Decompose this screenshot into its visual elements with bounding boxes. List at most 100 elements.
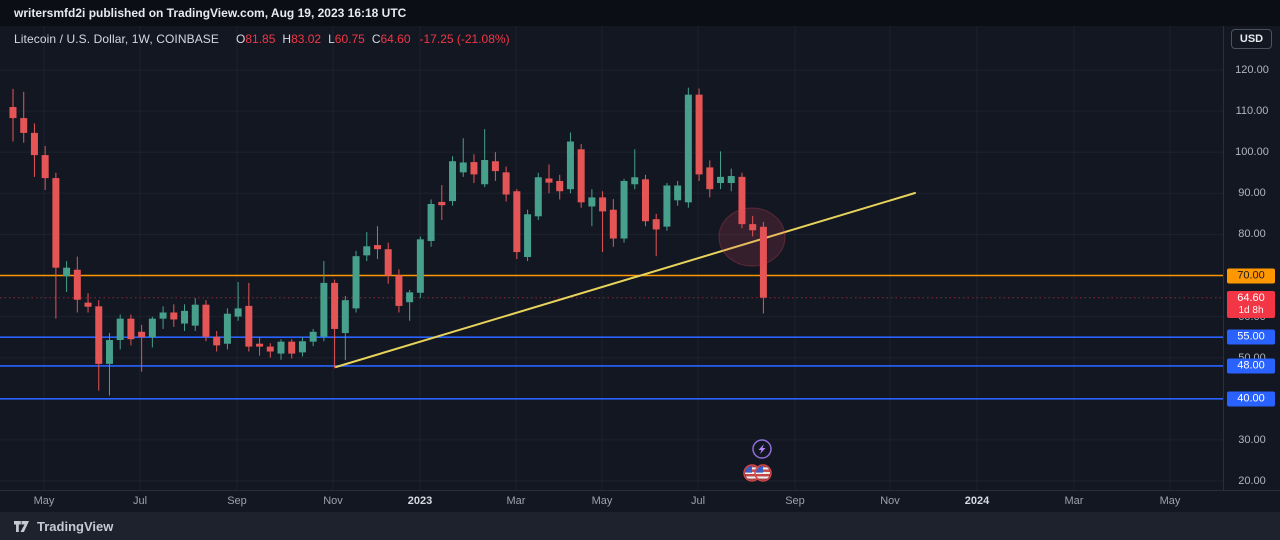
candle-body — [706, 167, 714, 190]
candle-body — [30, 132, 38, 156]
candle-body — [116, 318, 124, 341]
time-axis-label: May — [1159, 495, 1181, 507]
time-axis[interactable]: May Jul Sep Nov 2023 Mar May Jul Sep Nov 2024 Mar Ma… — [0, 490, 1280, 512]
candle-body — [363, 246, 371, 256]
candle-body — [599, 197, 607, 212]
candle-body — [449, 161, 457, 202]
ohlc-label: O — [236, 32, 246, 46]
brand-label: TradingView — [37, 518, 114, 534]
price-axis-label: 80.00 — [1238, 228, 1266, 241]
candle-body — [95, 306, 103, 364]
time-axis-label: 2023 — [407, 495, 433, 507]
candle-body — [481, 160, 489, 185]
candle-body — [427, 203, 435, 241]
price-level-label: 40.00 — [1227, 391, 1275, 407]
candle-body — [566, 141, 574, 190]
candle-body — [73, 269, 81, 300]
tradingview-logo-icon[interactable] — [12, 519, 31, 534]
candle-body — [438, 201, 446, 206]
breakdown-highlight-circle[interactable] — [718, 207, 786, 267]
price-axis[interactable]: 120.00110.00100.0090.0080.0060.0050.0030… — [1223, 26, 1280, 490]
last-price-label: 64.60 1d 8h — [1227, 290, 1275, 318]
price-axis-label: 90.00 — [1238, 187, 1266, 200]
candle-body — [674, 185, 682, 201]
candle-body — [213, 336, 221, 346]
candle-body — [577, 149, 585, 203]
candle-body — [373, 245, 381, 250]
candle-body — [470, 162, 478, 175]
candle-body — [717, 176, 725, 184]
candle-body — [223, 313, 231, 344]
candle-body — [52, 178, 60, 268]
time-axis-label: Nov — [880, 495, 900, 507]
price-level-label: 70.00 — [1227, 268, 1275, 283]
candle-body — [749, 224, 757, 231]
ohlc-label: C — [371, 32, 381, 46]
candle-body — [63, 267, 71, 277]
candle-body — [331, 282, 339, 329]
candle-body — [524, 214, 532, 258]
candle-body — [245, 305, 253, 347]
candle-body — [84, 302, 92, 307]
price-axis-label: 120.00 — [1235, 64, 1269, 76]
candle-body — [556, 180, 564, 192]
candle-body — [759, 226, 767, 298]
candle-body — [620, 180, 628, 239]
symbol-title: Litecoin / U.S. Dollar, 1W, COINBASE — [14, 32, 220, 46]
candle-body — [727, 176, 735, 184]
change-value: -17.25 (-21.08%) — [419, 32, 510, 46]
ohlc-value: 83.02 — [291, 32, 322, 46]
ohlc-label: L — [328, 32, 335, 46]
candle-body — [181, 310, 189, 324]
candle-body — [384, 249, 392, 276]
candle-body — [105, 340, 113, 364]
candle-body — [320, 282, 328, 337]
candle-body — [138, 331, 146, 338]
candle-body — [513, 191, 521, 253]
price-axis-label: 30.00 — [1238, 433, 1266, 446]
price-chart-pane[interactable] — [0, 26, 1223, 490]
time-axis-label: May — [33, 495, 55, 507]
footer-bar: TradingView — [0, 512, 1280, 540]
candle-body — [738, 176, 746, 225]
candle-body — [588, 197, 596, 207]
candle-body — [309, 331, 317, 342]
candle-body — [352, 256, 360, 309]
time-axis-label: Mar — [506, 495, 526, 507]
candle-body — [502, 172, 510, 195]
us-flag-event-icon[interactable] — [743, 464, 761, 482]
candle-body — [20, 118, 28, 133]
candle-body — [416, 239, 424, 293]
candle-body — [202, 304, 210, 337]
publish-attribution: writersmfd2i published on TradingView.co… — [0, 0, 1280, 26]
candle-body — [159, 312, 167, 319]
ohlc-values: O81.85 H83.02 L60.75 C64.60 — [229, 32, 411, 46]
time-axis-label: Sep — [227, 495, 247, 507]
candle-body — [191, 304, 199, 326]
ohlc-label: H — [282, 32, 292, 46]
price-level-label: 55.00 — [1227, 329, 1275, 345]
candle-body — [277, 341, 285, 354]
us-flag-event-icon[interactable] — [754, 464, 772, 482]
candle-body — [641, 179, 649, 222]
candle-body — [652, 219, 660, 230]
candle-body — [631, 177, 639, 185]
ohlc-value: 81.85 — [245, 32, 276, 46]
candle-body — [170, 312, 178, 320]
time-axis-label: Mar — [1064, 495, 1084, 507]
candle-body — [288, 341, 296, 354]
currency-toggle-button[interactable]: USD — [1231, 29, 1272, 49]
candle-body — [459, 162, 467, 173]
candle-body — [9, 106, 17, 119]
symbol-legend[interactable]: Litecoin / U.S. Dollar, 1W, COINBASE O81.… — [14, 32, 510, 46]
candle-body — [234, 308, 242, 317]
candle-body — [684, 94, 692, 203]
chart-region: Litecoin / U.S. Dollar, 1W, COINBASE O81.… — [0, 26, 1280, 512]
economic-event-lightning-icon[interactable] — [752, 439, 772, 459]
ohlc-value: 60.75 — [334, 32, 365, 46]
candle-body — [534, 177, 542, 217]
candle-body — [298, 341, 306, 353]
candle-body — [491, 161, 499, 172]
ascending-trendline[interactable] — [335, 192, 916, 368]
